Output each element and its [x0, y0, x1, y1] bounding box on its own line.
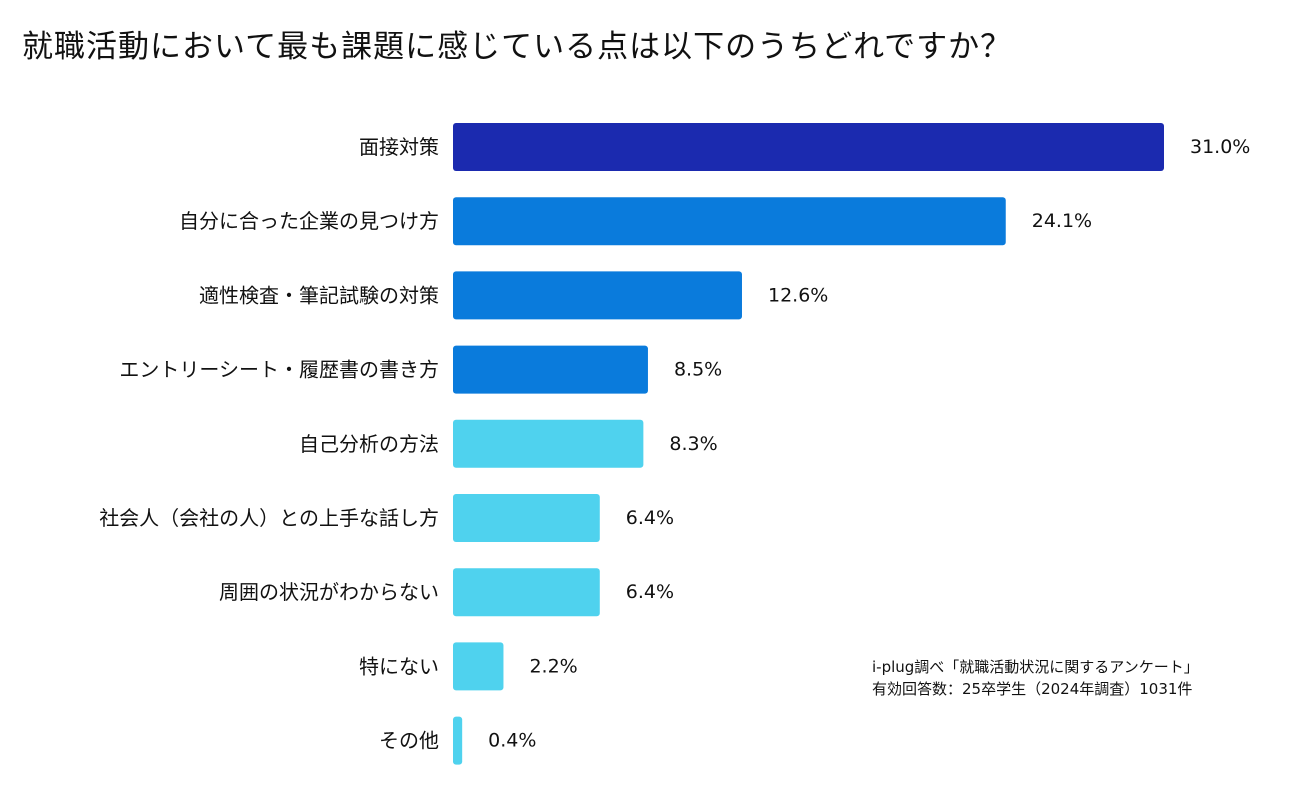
bar-5	[453, 419, 644, 468]
bar-9	[453, 716, 463, 765]
chart-title: 就職活動において最も課題に感じている点は以下のうちどれですか？	[22, 29, 1013, 65]
category-label-3: 適性検査・筆記試験の対策	[199, 283, 439, 307]
category-label-6: 社会人（会社の人）との上手な話し方	[99, 506, 439, 530]
bar-1	[453, 123, 1164, 171]
source-line-2: 有効回答数：25卒学生（2024年調査）1031件	[872, 680, 1193, 698]
category-label-1: 面接対策	[359, 135, 439, 159]
category-label-2: 自分に合った企業の見つけ方	[179, 209, 439, 233]
bar-3	[453, 271, 742, 320]
value-label-8: 2.2%	[529, 655, 577, 677]
category-label-4: エントリーシート・履歴書の書き方	[119, 358, 439, 382]
category-label-7: 周囲の状況がわからない	[219, 580, 439, 604]
value-label-1: 31.0%	[1190, 136, 1250, 158]
category-label-9: その他	[379, 729, 439, 753]
value-label-3: 12.6%	[768, 284, 828, 306]
value-label-5: 8.3%	[669, 433, 717, 455]
category-label-8: 特にない	[359, 654, 439, 678]
value-label-2: 24.1%	[1032, 210, 1092, 232]
bar-4	[453, 345, 648, 394]
category-label-5: 自己分析の方法	[299, 432, 439, 456]
source-note: i-plug調べ「就職活動状況に関するアンケート」 有効回答数：25卒学生（20…	[872, 656, 1199, 700]
bar-7	[453, 568, 600, 617]
value-label-4: 8.5%	[674, 359, 722, 381]
value-label-6: 6.4%	[626, 507, 674, 529]
bar-6	[453, 494, 600, 542]
source-line-1: i-plug調べ「就職活動状況に関するアンケート」	[872, 658, 1199, 676]
bar-2	[453, 197, 1006, 246]
bar-8	[453, 642, 504, 691]
value-label-7: 6.4%	[626, 581, 674, 603]
value-label-9: 0.4%	[488, 730, 536, 752]
